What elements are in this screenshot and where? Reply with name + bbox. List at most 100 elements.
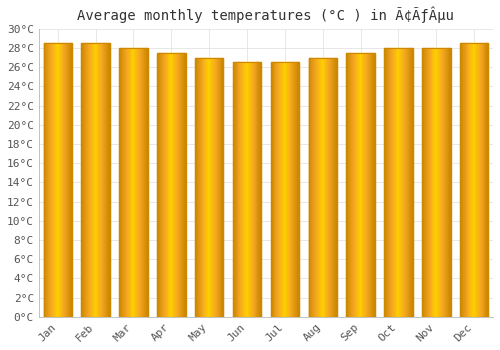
Bar xyxy=(474,43,475,317)
Bar xyxy=(463,43,464,317)
Bar xyxy=(403,48,404,317)
Bar xyxy=(141,48,142,317)
Bar xyxy=(353,53,354,317)
Bar xyxy=(481,43,482,317)
Bar xyxy=(281,62,282,317)
Bar xyxy=(159,53,160,317)
Bar xyxy=(161,53,162,317)
Bar xyxy=(168,53,170,317)
Bar xyxy=(410,48,412,317)
Bar xyxy=(119,48,148,317)
Bar xyxy=(245,62,246,317)
Bar xyxy=(283,62,284,317)
Bar xyxy=(54,43,55,317)
Bar xyxy=(336,58,337,317)
Bar xyxy=(285,62,286,317)
Bar xyxy=(310,58,312,317)
Bar xyxy=(56,43,57,317)
Bar xyxy=(288,62,290,317)
Bar xyxy=(234,62,236,317)
Bar xyxy=(400,48,402,317)
Bar xyxy=(368,53,369,317)
Bar xyxy=(313,58,314,317)
Bar xyxy=(364,53,366,317)
Bar xyxy=(477,43,478,317)
Bar xyxy=(104,43,105,317)
Bar xyxy=(195,58,196,317)
Bar xyxy=(440,48,441,317)
Bar xyxy=(142,48,143,317)
Bar xyxy=(464,43,466,317)
Bar xyxy=(108,43,109,317)
Bar xyxy=(470,43,472,317)
Bar xyxy=(214,58,215,317)
Bar xyxy=(298,62,299,317)
Bar xyxy=(279,62,280,317)
Bar xyxy=(82,43,110,317)
Bar xyxy=(332,58,333,317)
Bar xyxy=(356,53,357,317)
Bar xyxy=(233,62,234,317)
Bar xyxy=(428,48,430,317)
Bar xyxy=(122,48,123,317)
Bar xyxy=(317,58,318,317)
Bar xyxy=(256,62,258,317)
Bar xyxy=(50,43,51,317)
Bar xyxy=(178,53,179,317)
Bar xyxy=(276,62,278,317)
Bar xyxy=(466,43,468,317)
Bar xyxy=(86,43,87,317)
Bar xyxy=(119,48,120,317)
Bar xyxy=(427,48,428,317)
Bar xyxy=(175,53,176,317)
Bar xyxy=(57,43,58,317)
Bar xyxy=(160,53,161,317)
Bar xyxy=(472,43,473,317)
Bar xyxy=(371,53,372,317)
Bar xyxy=(106,43,107,317)
Bar xyxy=(136,48,138,317)
Bar xyxy=(422,48,450,317)
Bar xyxy=(272,62,274,317)
Bar xyxy=(236,62,238,317)
Bar xyxy=(462,43,463,317)
Bar xyxy=(478,43,479,317)
Bar xyxy=(407,48,408,317)
Bar xyxy=(49,43,50,317)
Bar xyxy=(434,48,436,317)
Bar xyxy=(328,58,330,317)
Bar xyxy=(162,53,163,317)
Bar xyxy=(444,48,445,317)
Bar xyxy=(448,48,450,317)
Bar xyxy=(320,58,321,317)
Bar xyxy=(55,43,56,317)
Bar xyxy=(92,43,94,317)
Bar xyxy=(322,58,324,317)
Bar xyxy=(146,48,148,317)
Bar xyxy=(198,58,199,317)
Bar xyxy=(82,43,84,317)
Bar xyxy=(180,53,181,317)
Bar xyxy=(422,48,423,317)
Bar xyxy=(270,62,272,317)
Bar xyxy=(486,43,488,317)
Bar xyxy=(140,48,141,317)
Bar xyxy=(390,48,391,317)
Bar xyxy=(292,62,294,317)
Bar xyxy=(308,58,310,317)
Bar xyxy=(392,48,393,317)
Bar xyxy=(213,58,214,317)
Bar xyxy=(172,53,173,317)
Bar xyxy=(468,43,469,317)
Bar xyxy=(408,48,409,317)
Bar xyxy=(278,62,279,317)
Bar xyxy=(144,48,145,317)
Bar xyxy=(176,53,177,317)
Bar xyxy=(430,48,432,317)
Bar xyxy=(170,53,172,317)
Bar xyxy=(173,53,174,317)
Bar xyxy=(386,48,387,317)
Bar xyxy=(128,48,130,317)
Bar xyxy=(197,58,198,317)
Title: Average monthly temperatures (°C ) in Ã¢ÃƒÂµu: Average monthly temperatures (°C ) in Ã¢… xyxy=(78,7,454,23)
